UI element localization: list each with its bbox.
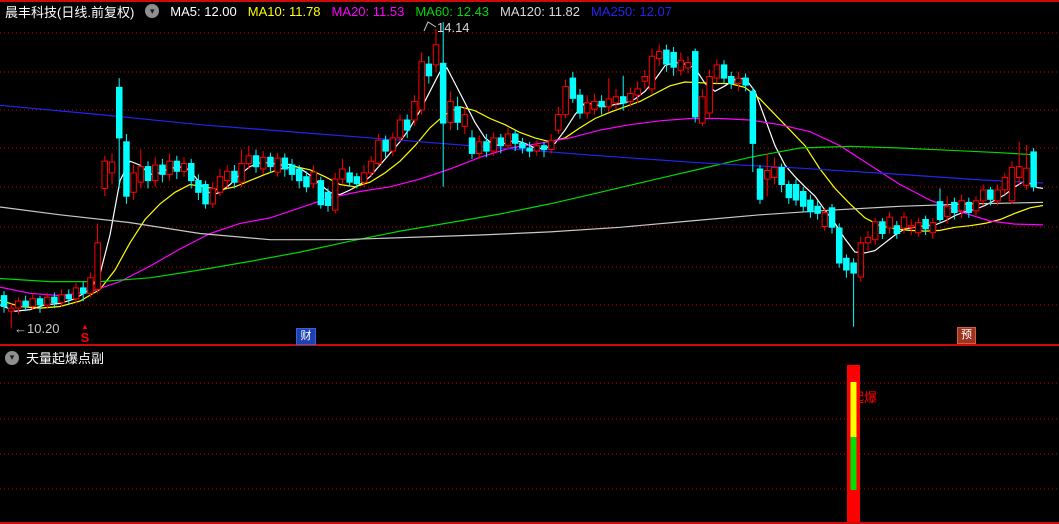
main-gridlines xyxy=(0,32,1059,306)
ma-legend: MA5: 12.00 MA10: 11.78 MA20: 11.53 MA60: 12… xyxy=(170,4,672,19)
stock-title: 晨丰科技(日线.前复权) xyxy=(5,4,135,20)
financial-report-marker[interactable]: 财 xyxy=(296,328,316,345)
sub-indicator-header: ▾ 天量起爆点副 xyxy=(5,348,104,367)
ma-legend-item-4: MA120: 11.82 xyxy=(500,3,581,19)
header-bar: 晨丰科技(日线.前复权) ▾ MA5: 12.00 MA10: 11.78 MA20… xyxy=(5,2,672,20)
ma-legend-item-2: MA20: 11.53 xyxy=(331,3,405,19)
top-border xyxy=(0,0,1059,2)
low-price-label: ←10.20 xyxy=(14,321,60,336)
ma-legend-item-5: MA250: 12.07 xyxy=(591,3,672,19)
candles xyxy=(0,22,1037,329)
panel-divider xyxy=(0,344,1059,346)
chevron-down-icon[interactable]: ▾ xyxy=(5,350,19,365)
earnings-forecast-marker[interactable]: 预 xyxy=(957,327,976,344)
ma-legend-item-0: MA5: 12.00 xyxy=(170,3,237,19)
ma-legend-item-3: MA60: 12.43 xyxy=(415,3,490,19)
peak-price-label: 14.14 xyxy=(437,20,470,35)
chevron-down-icon[interactable]: ▾ xyxy=(145,4,160,18)
sell-signal-marker: ▲ S xyxy=(76,322,94,345)
signal-bar: 起爆 xyxy=(847,365,877,524)
bottom-border xyxy=(0,522,1059,524)
peak-connector-line xyxy=(423,21,437,32)
ma-legend-item-1: MA10: 11.78 xyxy=(247,3,321,19)
sub-indicator-label: 天量起爆点副 xyxy=(26,351,105,366)
up-triangle-icon: ▲ xyxy=(81,322,89,331)
sub-gridlines xyxy=(0,382,1059,490)
s-marker-letter: S xyxy=(80,330,90,345)
